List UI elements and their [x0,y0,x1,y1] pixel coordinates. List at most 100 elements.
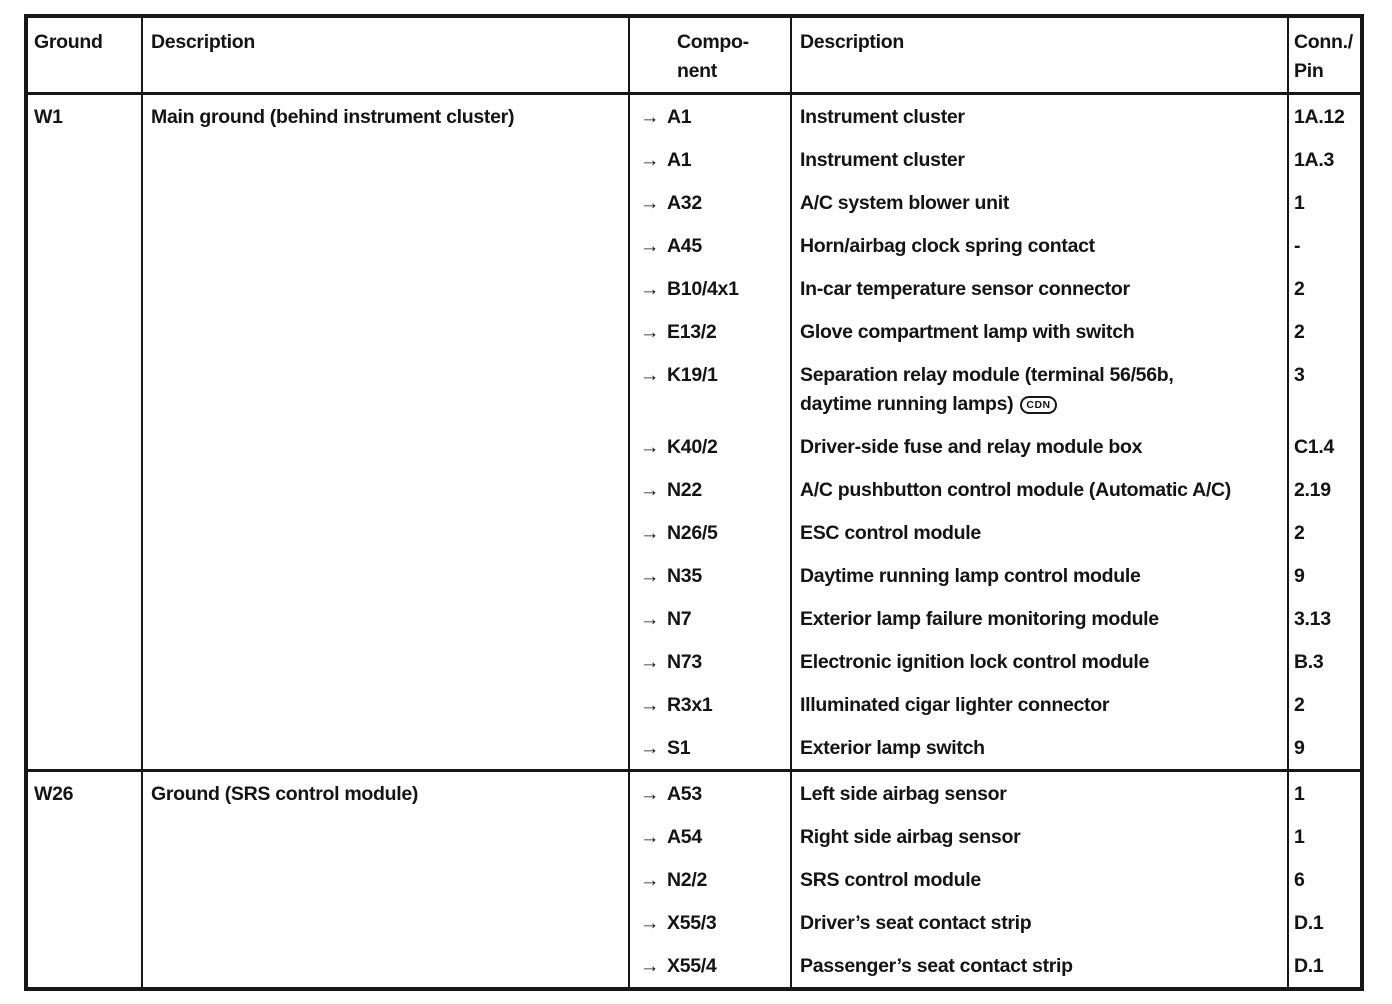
component-description-cell: In-car temperature sensor connector [790,267,1287,310]
component-description: A/C pushbutton control module (Automatic… [800,479,1231,501]
ground-description: Ground (SRS control module) [141,772,628,987]
table-row: → A54 Right side airbag sensor 1 [628,815,1360,858]
table-row: → A45 Horn/airbag clock spring contact - [628,224,1360,267]
table-header-row: Ground Description Compo- nent Descripti… [28,18,1360,95]
component-description: Passenger’s seat contact strip [800,955,1073,977]
component-description: Instrument cluster [800,149,965,171]
conn-pin-value: B.3 [1287,640,1360,683]
arrow-icon: → [640,565,660,587]
arrow-icon: → [640,278,660,300]
component-description-cell: A/C system blower unit [790,181,1287,224]
component-code: N73 [667,651,702,673]
component-code: A54 [667,826,702,848]
component-cell: → K19/1 [628,353,790,425]
arrow-icon: → [640,608,660,630]
component-description: Horn/airbag clock spring contact [800,235,1095,257]
component-code: K40/2 [667,436,718,458]
component-code: K19/1 [667,364,718,386]
header-description: Description [141,18,628,92]
arrow-icon: → [640,869,660,891]
component-description: Right side airbag sensor [800,826,1021,848]
arrow-icon: → [640,436,660,458]
ground-cell-label: W26 [34,783,74,805]
arrow-icon: → [640,651,660,673]
component-description-cell: ESC control module [790,511,1287,554]
component-description-cell: Driver-side fuse and relay module box [790,425,1287,468]
ground-description: Main ground (behind instrument cluster) [141,95,628,769]
table-row: → A1 Instrument cluster 1A.12 [628,95,1360,138]
component-code: X55/3 [667,912,717,934]
component-description: A/C system blower unit [800,192,1010,214]
component-cell: → X55/4 [628,944,790,987]
table-row: → X55/4 Passenger’s seat contact strip D… [628,944,1360,987]
header-ground: Ground [34,31,103,53]
component-description-cell: A/C pushbutton control module (Automatic… [790,468,1287,511]
component-cell: → R3x1 [628,683,790,726]
conn-pin-value: 2 [1287,310,1360,353]
conn-pin-value: 2.19 [1287,468,1360,511]
conn-pin-value: D.1 [1287,944,1360,987]
component-description-cell: Instrument cluster [790,95,1287,138]
conn-pin-value: 3.13 [1287,597,1360,640]
component-code: A1 [667,149,692,171]
arrow-icon: → [640,479,660,501]
conn-pin-value: - [1287,224,1360,267]
component-description-cell: Daytime running lamp control module [790,554,1287,597]
arrow-icon: → [640,783,660,805]
component-description-cell: Passenger’s seat contact strip [790,944,1287,987]
component-code: R3x1 [667,694,713,716]
arrow-icon: → [640,522,660,544]
conn-pin-value: C1.4 [1287,425,1360,468]
table-row: → E13/2 Glove compartment lamp with swit… [628,310,1360,353]
arrow-icon: → [640,694,660,716]
component-code: E13/2 [667,321,717,343]
component-description-cell: Glove compartment lamp with switch [790,310,1287,353]
table-body: W1 Main ground (behind instrument cluste… [28,95,1360,987]
conn-pin-value: 6 [1287,858,1360,901]
component-code: N22 [667,479,702,501]
component-code: A1 [667,106,692,128]
table-row: → A1 Instrument cluster 1A.3 [628,138,1360,181]
component-description-cell: Driver’s seat contact strip [790,901,1287,944]
component-description: Left side airbag sensor [800,783,1007,805]
conn-pin-value: 1A.12 [1287,95,1360,138]
arrow-icon: → [640,364,660,386]
table-row: → N7 Exterior lamp failure monitoring mo… [628,597,1360,640]
component-cell: → N22 [628,468,790,511]
component-description: Exterior lamp failure monitoring module [800,608,1159,630]
component-code: N7 [667,608,692,630]
conn-pin-value: D.1 [1287,901,1360,944]
table-row: → A32 A/C system blower unit 1 [628,181,1360,224]
component-description: In-car temperature sensor connector [800,278,1130,300]
component-cell: → A53 [628,772,790,815]
component-description-cell: Exterior lamp failure monitoring module [790,597,1287,640]
conn-pin-value: 2 [1287,511,1360,554]
component-cell: → N73 [628,640,790,683]
arrow-icon: → [640,737,660,759]
arrow-icon: → [640,192,660,214]
table-row: → X55/3 Driver’s seat contact strip D.1 [628,901,1360,944]
arrow-icon: → [640,826,660,848]
component-code: N26/5 [667,522,718,544]
table-row: → S1 Exterior lamp switch 9 [628,726,1360,769]
component-description: SRS control module [800,869,981,891]
component-description-cell: Instrument cluster [790,138,1287,181]
conn-pin-value: 2 [1287,683,1360,726]
component-code: X55/4 [667,955,717,977]
table-row: → R3x1 Illuminated cigar lighter connect… [628,683,1360,726]
component-description-cell: SRS control module [790,858,1287,901]
component-description: Illuminated cigar lighter connector [800,694,1110,716]
component-cell: → N2/2 [628,858,790,901]
component-description: Daytime running lamp control module [800,565,1141,587]
component-description: Electronic ignition lock control module [800,651,1150,673]
conn-pin-value: 1 [1287,815,1360,858]
component-cell: → A1 [628,95,790,138]
component-code: A45 [667,235,702,257]
ground-points-table: Ground Description Compo- nent Descripti… [24,14,1364,991]
component-description-cell: Electronic ignition lock control module [790,640,1287,683]
component-description: Driver’s seat contact strip [800,912,1032,934]
conn-pin-value: 1 [1287,772,1360,815]
component-description-cell: Left side airbag sensor [790,772,1287,815]
header-conn-pin: Conn./ Pin [1287,18,1360,92]
table-row: → N35 Daytime running lamp control modul… [628,554,1360,597]
